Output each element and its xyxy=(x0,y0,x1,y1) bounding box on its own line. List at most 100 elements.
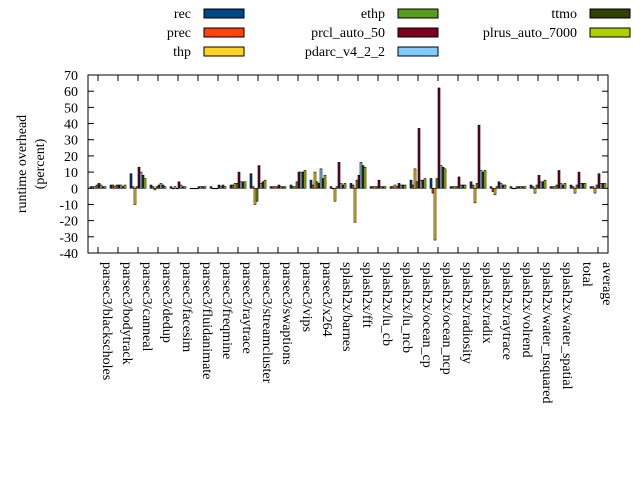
bar xyxy=(201,186,205,189)
bar xyxy=(99,184,103,189)
bar xyxy=(171,187,175,190)
bar xyxy=(413,168,417,189)
bar xyxy=(563,183,567,189)
legend-swatch xyxy=(397,46,439,57)
bar xyxy=(257,165,261,189)
y-tick-label: 50 xyxy=(64,101,78,116)
bar xyxy=(409,179,413,189)
bar xyxy=(223,186,227,189)
bar xyxy=(191,187,195,190)
x-tick-label: splash2x/water_nsquared xyxy=(539,262,554,404)
bar xyxy=(101,186,105,189)
y-tick-label: 70 xyxy=(64,69,78,84)
bar xyxy=(211,187,215,190)
bar xyxy=(203,186,207,189)
legend-label: rec xyxy=(174,7,191,22)
x-tick-label: splash2x/lu_ncb xyxy=(399,262,414,353)
x-tick-label: parsec3/streamcluster xyxy=(259,262,274,384)
legend-label: plrus_auto_7000 xyxy=(483,26,577,41)
legend-swatch xyxy=(203,27,245,38)
bar xyxy=(219,186,223,189)
bar xyxy=(543,179,547,189)
x-tick-label: parsec3/swaptions xyxy=(279,262,294,365)
bar xyxy=(255,187,259,202)
bar xyxy=(471,184,475,189)
bar xyxy=(229,184,233,189)
bar xyxy=(157,184,161,189)
bar xyxy=(239,181,243,189)
legend-label: prec xyxy=(167,26,191,41)
bar xyxy=(509,186,513,189)
y-tick-label: 30 xyxy=(64,134,78,149)
legend-label: ethp xyxy=(361,7,385,22)
bar xyxy=(123,184,127,189)
bar xyxy=(443,168,447,189)
bar xyxy=(143,178,147,189)
legend-label: pdarc_v4_2_2 xyxy=(305,45,385,60)
x-tick-label: parsec3/bodytrack xyxy=(119,262,134,365)
bar xyxy=(473,187,477,204)
bar xyxy=(463,184,467,189)
bar xyxy=(119,184,123,189)
bar xyxy=(91,186,95,189)
bar xyxy=(213,187,217,190)
y-tick-label: -20 xyxy=(59,215,78,230)
bar xyxy=(155,186,159,189)
x-tick-label: splash2x/radix xyxy=(479,262,494,344)
x-tick-label: splash2x/barnes xyxy=(339,262,354,351)
legend-swatch xyxy=(203,46,245,57)
bar xyxy=(523,186,527,189)
x-tick-label: parsec3/freqmine xyxy=(219,262,234,359)
y-tick-label: -10 xyxy=(59,198,78,213)
bar xyxy=(117,184,121,189)
bar xyxy=(215,187,219,190)
bar xyxy=(353,187,357,223)
y-axis-label: runtime overhead xyxy=(15,115,30,213)
bar xyxy=(423,178,427,189)
bar xyxy=(591,186,595,189)
bar xyxy=(121,186,125,189)
bar xyxy=(583,183,587,189)
x-tick-label: parsec3/raytrace xyxy=(239,262,254,354)
x-tick-label: total xyxy=(579,262,594,287)
y-axis-label: (percent) xyxy=(33,138,48,189)
y-tick-label: 20 xyxy=(64,150,78,165)
bar xyxy=(93,186,97,189)
bar xyxy=(571,186,575,189)
bar xyxy=(403,184,407,189)
bar xyxy=(139,171,143,189)
bar xyxy=(163,186,167,189)
x-tick-label: splash2x/raytrace xyxy=(499,262,514,360)
bar xyxy=(363,166,367,189)
bar xyxy=(303,170,307,189)
x-tick-label: parsec3/facesim xyxy=(179,262,194,352)
bar xyxy=(503,184,507,189)
y-tick-label: 0 xyxy=(71,182,78,197)
bar xyxy=(111,184,115,189)
bar xyxy=(457,176,461,189)
bar xyxy=(489,186,493,189)
bar xyxy=(217,184,221,189)
bar xyxy=(199,186,203,189)
bar xyxy=(159,183,163,189)
x-tick-label: parsec3/dedup xyxy=(159,262,174,343)
bar xyxy=(103,186,107,189)
bar xyxy=(113,186,117,189)
bar xyxy=(169,186,173,189)
x-tick-label: splash2x/radiosity xyxy=(459,262,474,364)
bar xyxy=(483,170,487,189)
bar xyxy=(437,87,441,189)
bar xyxy=(283,186,287,189)
bar xyxy=(235,183,239,189)
legend-label: thp xyxy=(173,45,191,60)
x-tick-label: parsec3/x264 xyxy=(319,262,334,337)
bar xyxy=(531,186,535,189)
bar xyxy=(183,186,187,189)
bar xyxy=(231,184,235,189)
bar xyxy=(131,186,135,189)
bar xyxy=(181,186,185,189)
legend-swatch xyxy=(397,8,439,19)
bar xyxy=(129,173,133,189)
bar xyxy=(577,171,581,189)
y-tick-label: -40 xyxy=(59,247,78,262)
